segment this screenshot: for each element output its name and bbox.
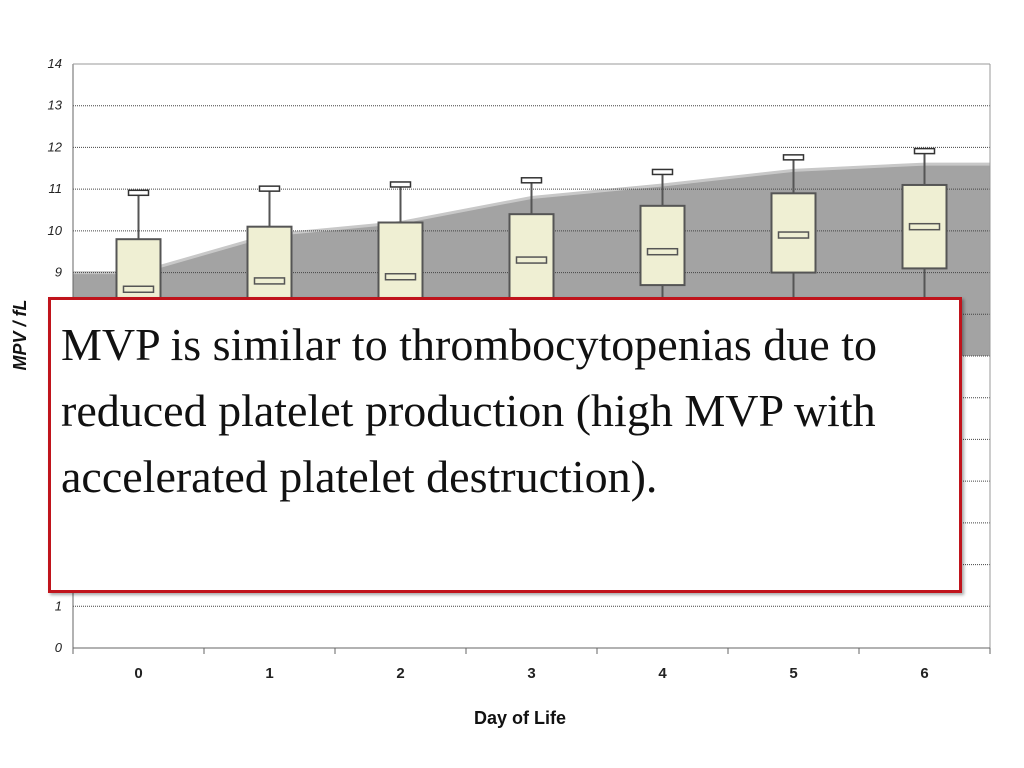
y-tick-label: 13 [48, 98, 63, 113]
box-median [646, 247, 679, 256]
y-axis-title: MPV / fL [10, 300, 30, 371]
x-tick-label: 1 [265, 665, 273, 682]
y-tick-label: 10 [48, 223, 63, 238]
x-tick-label: 3 [527, 665, 535, 682]
box-median [777, 231, 810, 239]
whisker-cap [913, 147, 936, 155]
x-tick-label: 6 [920, 665, 928, 682]
whisker-cap [258, 185, 281, 192]
box-median [908, 222, 941, 231]
box-iqr [639, 204, 686, 287]
whisker-cap [651, 168, 674, 176]
callout-box: MVP is similar to thrombocytopenias due … [48, 297, 962, 593]
callout-text: MVP is similar to thrombocytopenias due … [61, 319, 878, 502]
x-tick-label: 0 [134, 665, 142, 682]
y-tick-label: 12 [48, 139, 63, 154]
box-median [515, 256, 548, 264]
x-tick-label: 5 [789, 665, 797, 682]
box-median [384, 272, 417, 281]
y-tick-label: 0 [55, 640, 63, 655]
whisker-cap [782, 154, 805, 161]
y-tick-label: 1 [55, 598, 62, 613]
x-tick-label: 4 [658, 665, 667, 682]
whisker-cap [520, 177, 543, 184]
x-tick-label: 2 [396, 665, 404, 682]
y-tick-label: 11 [49, 181, 63, 196]
whisker-cap [389, 181, 412, 188]
whisker-cap [127, 189, 150, 197]
box-median [253, 277, 286, 285]
x-axis-title: Day of Life [474, 708, 566, 728]
y-tick-label: 9 [55, 265, 62, 280]
y-tick-label: 14 [48, 56, 62, 71]
box-median [122, 285, 155, 294]
